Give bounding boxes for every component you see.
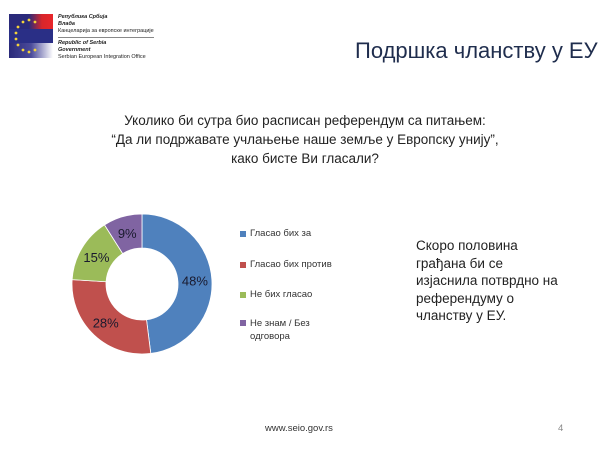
donut-segment-against [71,279,152,355]
legend-label: Гласао бих против [250,259,332,270]
donut-label-dont-know: 9% [118,226,137,241]
legend-item-dont-know: Не знам / Без одговора [240,317,330,343]
donut-label-for: 48% [182,274,208,289]
page-number: 4 [558,423,564,434]
slide-title: Подршка чланству у ЕУ [355,38,598,63]
question-line-2: “Да ли подржавате учлањење наше земље у … [111,132,499,147]
question-line-1: Уколико би сутра био расписан референдум… [124,113,486,128]
donut-segment-dont-know [103,213,143,255]
organization-name: Република Србија Влада Канцеларија за ев… [58,14,158,61]
org-line-sr-3: Канцеларија за европске интеграције [58,28,154,34]
legend-swatch-purple [240,320,246,326]
donut-label-would-not-vote: 15% [83,250,109,265]
legend-swatch-red [240,262,246,268]
question-line-3: како бисте Ви гласали? [231,151,379,166]
donut-segments [71,213,213,355]
org-line-en-2: Government [58,47,91,53]
survey-question: Уколико би сутра био расписан референдум… [80,111,530,168]
donut-segment-for [141,213,213,354]
org-line-sr-2: Влада [58,21,75,27]
legend-item-for: Гласао бих за [240,228,370,239]
donut-label-against: 28% [93,316,119,331]
org-line-sr-1: Република Србија [58,14,108,20]
org-separator [58,37,154,38]
legend-swatch-blue [240,231,246,237]
footer-url[interactable]: www.seio.gov.rs [265,423,333,434]
org-line-en-1: Republic of Serbia [58,40,107,46]
legend-label: Гласао бих за [250,228,312,239]
legend-item-would-not-vote: Не бих гласао [240,289,370,300]
donut-labels: 48% 28% 15% 9% [83,226,208,331]
legend-label: Не бих гласао [250,289,313,300]
legend-swatch-green [240,292,246,298]
serbia-eu-flag-logo-icon [9,14,53,58]
conclusion-note: Скоро половина грађана би се изјаснила п… [416,238,558,323]
legend-label: Не знам / Без одговора [250,318,310,342]
org-line-en-3: Serbian European Integration Office [58,54,146,60]
legend-item-against: Гласао бих против [240,259,370,270]
